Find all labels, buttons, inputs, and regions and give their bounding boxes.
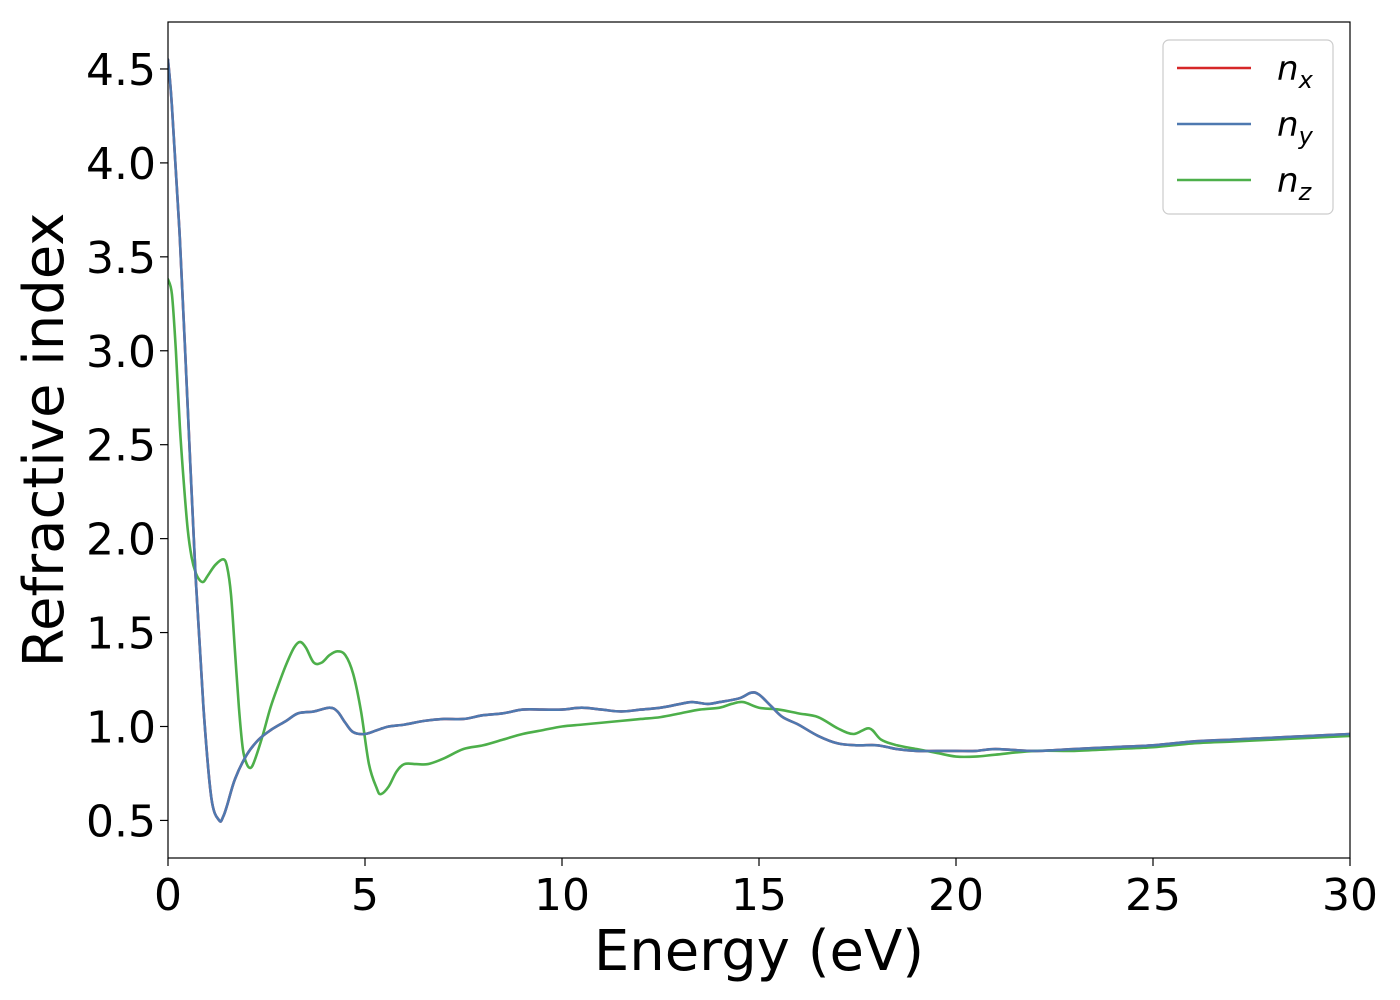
y-tick-label: 2.5 bbox=[86, 421, 156, 472]
legend-label-subscript: z bbox=[1298, 178, 1313, 206]
series-line-n-z bbox=[168, 278, 1350, 796]
plot-area bbox=[168, 58, 1350, 823]
x-tick-label: 25 bbox=[1125, 870, 1181, 921]
legend-label-subscript: x bbox=[1298, 66, 1314, 94]
legend-box bbox=[1162, 39, 1334, 215]
x-axis-ticks: 0 5 10 15 20 25 30 bbox=[154, 858, 1378, 921]
legend-label-base: n bbox=[1277, 49, 1299, 89]
y-tick-label: 2.0 bbox=[86, 515, 156, 566]
y-tick-label: 1.0 bbox=[86, 702, 156, 753]
y-tick-label: 4.5 bbox=[86, 45, 156, 96]
x-tick-label: 20 bbox=[928, 870, 984, 921]
legend-label-subscript: y bbox=[1298, 122, 1314, 150]
x-tick-label: 10 bbox=[534, 870, 590, 921]
y-tick-label: 3.5 bbox=[86, 233, 156, 284]
x-axis-label: Energy (eV) bbox=[594, 919, 924, 984]
x-tick-label: 15 bbox=[731, 870, 787, 921]
y-tick-label: 1.5 bbox=[86, 609, 156, 660]
y-tick-label: 4.0 bbox=[86, 139, 156, 190]
legend-entry-label: nx bbox=[1277, 49, 1314, 94]
y-axis-ticks: 0.5 1.0 1.5 2.0 2.5 3.0 3.5 4.0 4.5 bbox=[86, 45, 168, 847]
x-tick-label: 5 bbox=[351, 870, 379, 921]
legend-entry-label: nz bbox=[1277, 161, 1313, 206]
x-tick-label: 0 bbox=[154, 870, 182, 921]
y-tick-label: 0.5 bbox=[86, 796, 156, 847]
y-axis-label: Refractive index bbox=[12, 213, 77, 668]
series-line-n-y bbox=[168, 58, 1350, 823]
legend-label-base: n bbox=[1277, 105, 1299, 145]
plot-frame bbox=[167, 21, 1351, 859]
legend-entry-label: ny bbox=[1277, 105, 1314, 150]
y-tick-label: 3.0 bbox=[86, 327, 156, 378]
legend-label-base: n bbox=[1277, 161, 1299, 201]
x-tick-label: 30 bbox=[1322, 870, 1378, 921]
